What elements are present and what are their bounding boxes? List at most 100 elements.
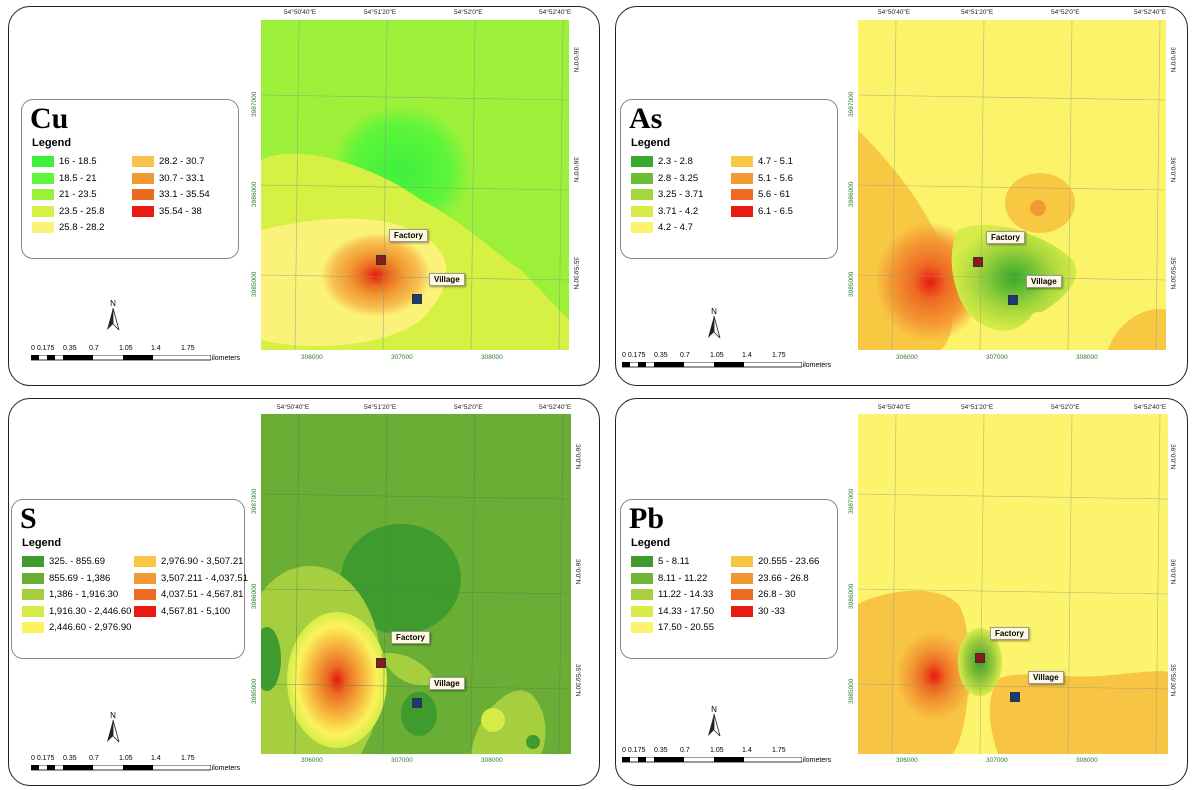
legend-range: 5 - 8.11 bbox=[658, 556, 690, 568]
legend-range: 4,567.81 - 5,100 bbox=[161, 605, 231, 617]
north-arrow: N bbox=[103, 711, 123, 744]
legend-item: 1,386 - 1,916.30 bbox=[22, 589, 118, 600]
scale-tick: 1.4 bbox=[742, 747, 752, 754]
top-coord: 54°50'40"E bbox=[878, 404, 911, 411]
legend-item: 8.11 - 11.22 bbox=[631, 572, 707, 584]
legend-item: 4,567.81 - 5,100 bbox=[134, 605, 231, 617]
map-panel-as: 54°50'40"E 54°51'20"E 54°52'0"E 54°52'40… bbox=[615, 6, 1188, 386]
legend-item: 23.66 - 26.8 bbox=[731, 572, 809, 584]
north-arrow-icon bbox=[708, 315, 721, 340]
top-coord: 54°52'0"E bbox=[454, 404, 483, 411]
legend-range: 2.3 - 2.8 bbox=[658, 156, 693, 168]
legend-swatch bbox=[32, 222, 54, 233]
legend-swatch bbox=[134, 572, 156, 584]
scale-tick: 1.75 bbox=[772, 747, 786, 754]
village-marker bbox=[1008, 295, 1018, 305]
legend-item: 11.22 - 14.33 bbox=[631, 589, 713, 600]
right-coord: 36°0'0"N bbox=[572, 47, 579, 73]
scale-tick: 0.35 bbox=[654, 352, 668, 359]
bottom-coord: 306000 bbox=[301, 354, 323, 361]
scale-tick: 1.05 bbox=[710, 352, 724, 359]
scale-tick: 1.75 bbox=[772, 352, 786, 359]
scale-bar: 0 0.175 0.35 0.7 1.05 1.4 1.75 Kilometer… bbox=[31, 755, 241, 775]
scale-units: Kilometers bbox=[207, 765, 241, 772]
legend-item: 28.2 - 30.7 bbox=[132, 156, 204, 167]
scale-tick: 0.7 bbox=[89, 755, 99, 762]
legend-swatch bbox=[631, 572, 653, 584]
legend-item: 5 - 8.11 bbox=[631, 556, 690, 567]
legend-item: 3.25 - 3.71 bbox=[631, 189, 703, 200]
legend-item: 1,916.30 - 2,446.60 bbox=[22, 605, 131, 617]
top-coord: 54°52'40"E bbox=[1134, 9, 1167, 16]
map-s bbox=[261, 414, 571, 754]
legend-swatch bbox=[134, 556, 156, 567]
north-label: N bbox=[711, 307, 717, 316]
legend-item: 33.1 - 35.54 bbox=[132, 189, 210, 200]
legend-swatch bbox=[631, 556, 653, 567]
legend-range: 33.1 - 35.54 bbox=[159, 189, 210, 201]
scale-tick: 0.35 bbox=[654, 747, 668, 754]
right-coord: 36°0'0"N bbox=[572, 157, 579, 183]
legend-range: 855.69 - 1,386 bbox=[49, 572, 111, 584]
legend-item: 4.2 - 4.7 bbox=[631, 222, 693, 233]
scale-tick: 1.05 bbox=[119, 755, 133, 762]
factory-marker bbox=[376, 658, 386, 668]
bottom-coord: 307000 bbox=[391, 757, 413, 764]
factory-label: Factory bbox=[986, 231, 1025, 244]
legend-swatch bbox=[731, 605, 753, 617]
legend-range: 21 - 23.5 bbox=[59, 189, 97, 201]
village-label: Village bbox=[1028, 671, 1064, 684]
top-coord: 54°50'40"E bbox=[878, 9, 911, 16]
north-arrow: N bbox=[704, 705, 724, 738]
scale-tick: 1.4 bbox=[151, 755, 161, 762]
map-panel-pb: 54°50'40"E 54°51'20"E 54°52'0"E 54°52'40… bbox=[615, 398, 1188, 786]
right-coord: 36°0'0"N bbox=[1169, 47, 1176, 73]
legend-range: 11.22 - 14.33 bbox=[658, 589, 714, 601]
left-coord: 3985000 bbox=[251, 678, 258, 704]
left-coord: 3985000 bbox=[848, 678, 855, 704]
bottom-coord: 308000 bbox=[1076, 354, 1098, 361]
legend-swatch bbox=[631, 605, 653, 617]
factory-label: Factory bbox=[391, 631, 430, 644]
legend-swatch bbox=[32, 189, 54, 200]
legend-range: 2,446.60 - 2,976.90 bbox=[49, 622, 132, 634]
factory-label: Factory bbox=[990, 627, 1029, 640]
top-coord: 54°52'40"E bbox=[1134, 404, 1167, 411]
legend-range: 23.66 - 26.8 bbox=[758, 572, 809, 584]
scale-tick: 0 0.175 bbox=[31, 345, 55, 352]
scale-tick: 1.75 bbox=[181, 345, 195, 352]
legend-swatch bbox=[134, 605, 156, 617]
legend-range: 20.555 - 23.66 bbox=[758, 556, 820, 568]
legend-range: 3.71 - 4.2 bbox=[658, 205, 699, 217]
scale-units: Kilometers bbox=[798, 362, 832, 369]
legend-item: 2,976.90 - 3,507.21 bbox=[134, 556, 243, 567]
legend-range: 4,037.51 - 4,567.81 bbox=[161, 589, 244, 601]
right-coord: 35°59'30"N bbox=[574, 664, 581, 697]
legend-range: 30 -33 bbox=[758, 605, 785, 617]
legend-item: 30 -33 bbox=[731, 605, 785, 617]
north-arrow: N bbox=[704, 307, 724, 340]
left-coord: 3987000 bbox=[251, 488, 258, 514]
legend-title: S bbox=[20, 502, 37, 535]
legend-item: 30.7 - 33.1 bbox=[132, 172, 204, 184]
bottom-coord: 307000 bbox=[986, 757, 1008, 764]
map-panel-cu: 54°50'40"E 54°51'20"E 54°52'0"E 54°52'40… bbox=[8, 6, 600, 386]
scale-tick: 0.7 bbox=[680, 747, 690, 754]
legend-item: 21 - 23.5 bbox=[32, 189, 97, 200]
scale-tick: 0.7 bbox=[89, 345, 99, 352]
legend-item: 17.50 - 20.55 bbox=[631, 622, 714, 633]
legend-range: 3,507.211 - 4,037.51 bbox=[161, 572, 248, 584]
legend-swatch bbox=[22, 605, 44, 617]
bottom-coord: 306000 bbox=[896, 757, 918, 764]
legend-item: 2,446.60 - 2,976.90 bbox=[22, 622, 131, 633]
legend-range: 4.7 - 5.1 bbox=[758, 156, 793, 168]
legend-label: Legend bbox=[631, 137, 671, 149]
legend-swatch bbox=[731, 589, 753, 600]
map-panel-s: 54°50'40"E 54°51'20"E 54°52'0"E 54°52'40… bbox=[8, 398, 600, 786]
legend-swatch bbox=[132, 189, 154, 200]
legend-swatch bbox=[731, 172, 753, 184]
top-coord: 54°52'40"E bbox=[539, 9, 572, 16]
legend-range: 1,386 - 1,916.30 bbox=[49, 589, 119, 601]
top-coord: 54°52'40"E bbox=[539, 404, 572, 411]
legend-range: 25.8 - 28.2 bbox=[59, 222, 105, 234]
